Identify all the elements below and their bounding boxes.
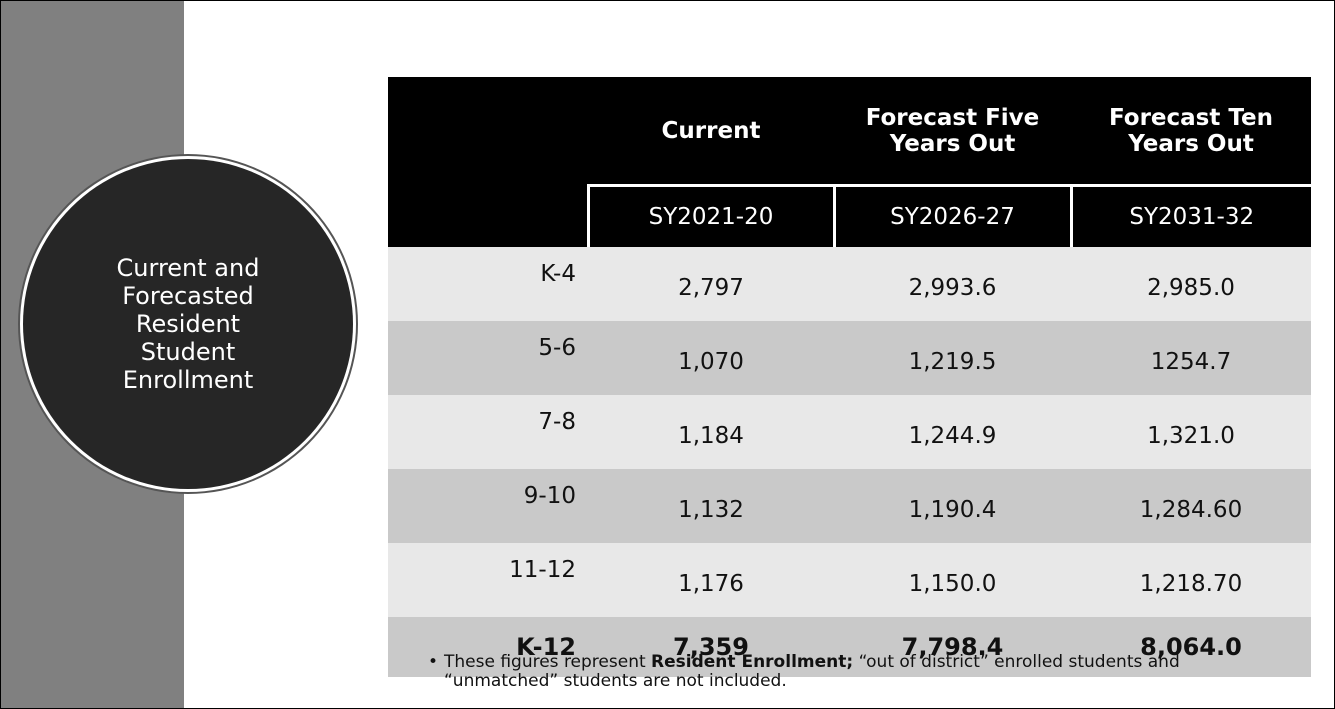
header-cell: Forecast Ten Years Out	[1071, 77, 1311, 186]
table-cell: 1,184	[588, 395, 834, 469]
table-cell: 1,190.4	[834, 469, 1071, 543]
table-cell: 2,993.6	[834, 247, 1071, 321]
table-cell: 1,284.60	[1071, 469, 1311, 543]
row-label: 7-8	[388, 395, 588, 469]
table-cell: 1,150.0	[834, 543, 1071, 617]
note-text: “out of district” enrolled students and …	[444, 652, 1180, 691]
subheader-cell: SY2026-27	[832, 184, 1073, 247]
table-cell: 2,797	[588, 247, 834, 321]
corner-cell	[388, 77, 588, 247]
subheader-cell: SY2031-32	[1069, 184, 1311, 247]
header-cell: Current	[588, 77, 834, 186]
header-cell: Forecast Five Years Out	[834, 77, 1071, 186]
table-row: 7-8 1,184 1,244.9 1,321.0	[388, 395, 1311, 469]
table-body: K-4 2,797 2,993.6 2,985.0 5-6 1,070 1,219.5 125…	[388, 247, 1311, 677]
footnote: These figures represent Resident Enrollm…	[428, 652, 1264, 691]
table-cell: 1,176	[588, 543, 834, 617]
subheader-row: SY2021-20 SY2026-27 SY2031-32	[388, 184, 1311, 247]
row-label: 11-12	[388, 543, 588, 617]
table-cell: 1,218.70	[1071, 543, 1311, 617]
table-cell: 1,070	[588, 321, 834, 395]
table-cell: 1,219.5	[834, 321, 1071, 395]
table-cell: 1,132	[588, 469, 834, 543]
table-row: 9-10 1,132 1,190.4 1,284.60	[388, 469, 1311, 543]
table-row: K-4 2,797 2,993.6 2,985.0	[388, 247, 1311, 321]
title-circle: Current and Forecasted Resident Student …	[23, 159, 353, 489]
row-label: 9-10	[388, 469, 588, 543]
note-text: These figures represent	[444, 652, 652, 672]
table-cell: 2,985.0	[1071, 247, 1311, 321]
enrollment-table: Current Forecast Five Years Out Forecast T…	[388, 77, 1311, 677]
row-label: 5-6	[388, 321, 588, 395]
table-row: 5-6 1,070 1,219.5 1254.7	[388, 321, 1311, 395]
row-label: K-4	[388, 247, 588, 321]
table-cell: 1,244.9	[834, 395, 1071, 469]
subheader-cell: SY2021-20	[586, 184, 836, 247]
table-cell: 1,321.0	[1071, 395, 1311, 469]
slide-title: Current and Forecasted Resident Student …	[116, 254, 260, 394]
header-row: Current Forecast Five Years Out Forecast T…	[388, 77, 1311, 247]
table-cell: 1254.7	[1071, 321, 1311, 395]
table-head: Current Forecast Five Years Out Forecast T…	[388, 77, 1311, 247]
note-bold: Resident Enrollment;	[651, 652, 854, 672]
table-row: 11-12 1,176 1,150.0 1,218.70	[388, 543, 1311, 617]
